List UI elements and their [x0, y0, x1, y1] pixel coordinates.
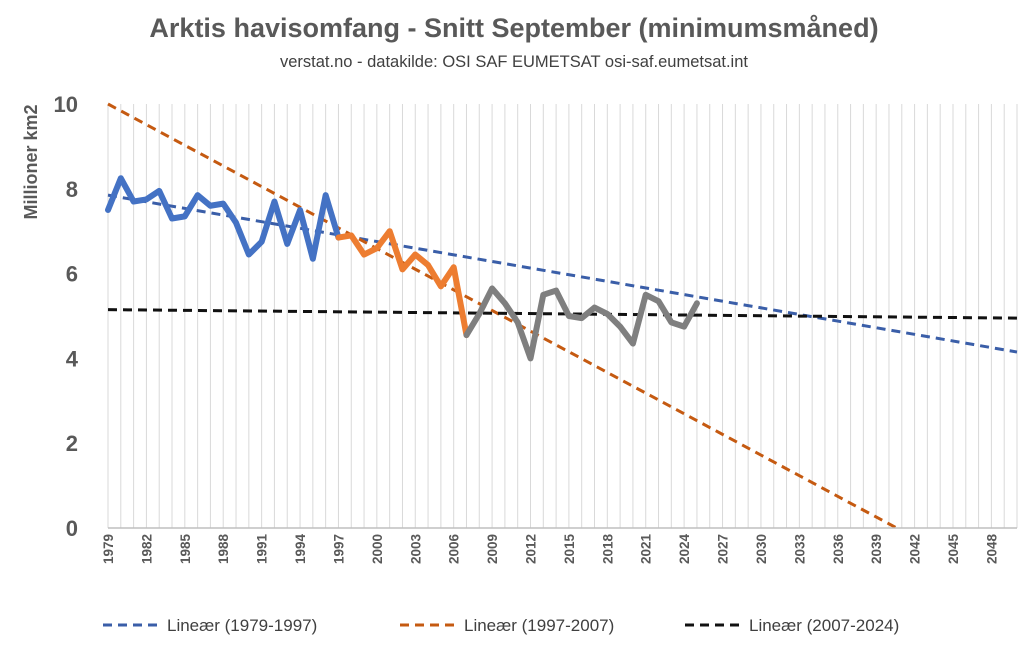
- legend-label-3: Lineær (2007-2024): [749, 616, 899, 635]
- trendline-3: [107, 308, 1018, 320]
- x-tick-label: 2039: [869, 534, 884, 564]
- y-tick-label: 10: [54, 92, 78, 117]
- chart-title: Arktis havisomfang - Snitt September (mi…: [149, 13, 878, 43]
- x-tick-label: 2000: [370, 534, 385, 564]
- x-tick-label: 1997: [331, 534, 346, 564]
- y-tick-label: 2: [66, 431, 78, 456]
- x-tick-label: 2033: [792, 534, 807, 565]
- y-axis-label: Millioner km2: [21, 104, 41, 219]
- x-tick-label: 2021: [639, 534, 654, 565]
- x-tick-label: 2036: [831, 534, 846, 565]
- x-tick-label: 2018: [600, 534, 615, 565]
- series-line-3: [463, 285, 700, 362]
- x-tick-label: 2027: [716, 534, 731, 564]
- x-tick-label: 2045: [946, 534, 961, 565]
- chart-subtitle: verstat.no - datakilde: OSI SAF EUMETSAT…: [280, 53, 748, 71]
- x-tick-label: 2015: [562, 534, 577, 565]
- x-tick-label: 1994: [293, 534, 308, 565]
- y-tick-label: 8: [66, 177, 78, 202]
- x-tick-label: 2012: [523, 534, 538, 564]
- x-tick-label: 2024: [677, 534, 692, 565]
- x-tick-label: 2006: [447, 534, 462, 565]
- gridlines: [107, 104, 1018, 528]
- legend: Lineær (1979-1997) Lineær (1997-2007) Line…: [103, 616, 899, 635]
- x-tick-label: 2003: [408, 534, 423, 565]
- x-tick-label: 1991: [255, 534, 270, 565]
- x-tick-label: 1982: [139, 534, 154, 564]
- x-tick-label: 1979: [101, 534, 116, 564]
- series-lines: [105, 175, 700, 362]
- x-tick-label: 1988: [216, 534, 231, 565]
- trendline-2: [107, 102, 898, 530]
- x-tick-label: 2042: [908, 534, 923, 564]
- y-tick-label: 4: [66, 346, 79, 371]
- x-tick-label: 1985: [178, 534, 193, 565]
- x-tick-labels: 1979 1982 1985 1988 1991 1994 1997 2000 2003 2006…: [101, 534, 999, 565]
- x-tick-label: 2030: [754, 534, 769, 564]
- x-tick-label: 2009: [485, 534, 500, 564]
- x-tick-label: 2048: [984, 534, 999, 565]
- trendline-1: [107, 193, 1018, 354]
- legend-label-1: Lineær (1979-1997): [167, 616, 317, 635]
- y-tick-labels: 0 2 4 6 8 10: [54, 92, 79, 541]
- legend-label-2: Lineær (1997-2007): [464, 616, 614, 635]
- series-line-2: [335, 228, 470, 339]
- series-line-1: [105, 175, 342, 262]
- y-tick-label: 6: [66, 262, 78, 287]
- y-tick-label: 0: [66, 516, 78, 541]
- trendlines: [107, 102, 1018, 530]
